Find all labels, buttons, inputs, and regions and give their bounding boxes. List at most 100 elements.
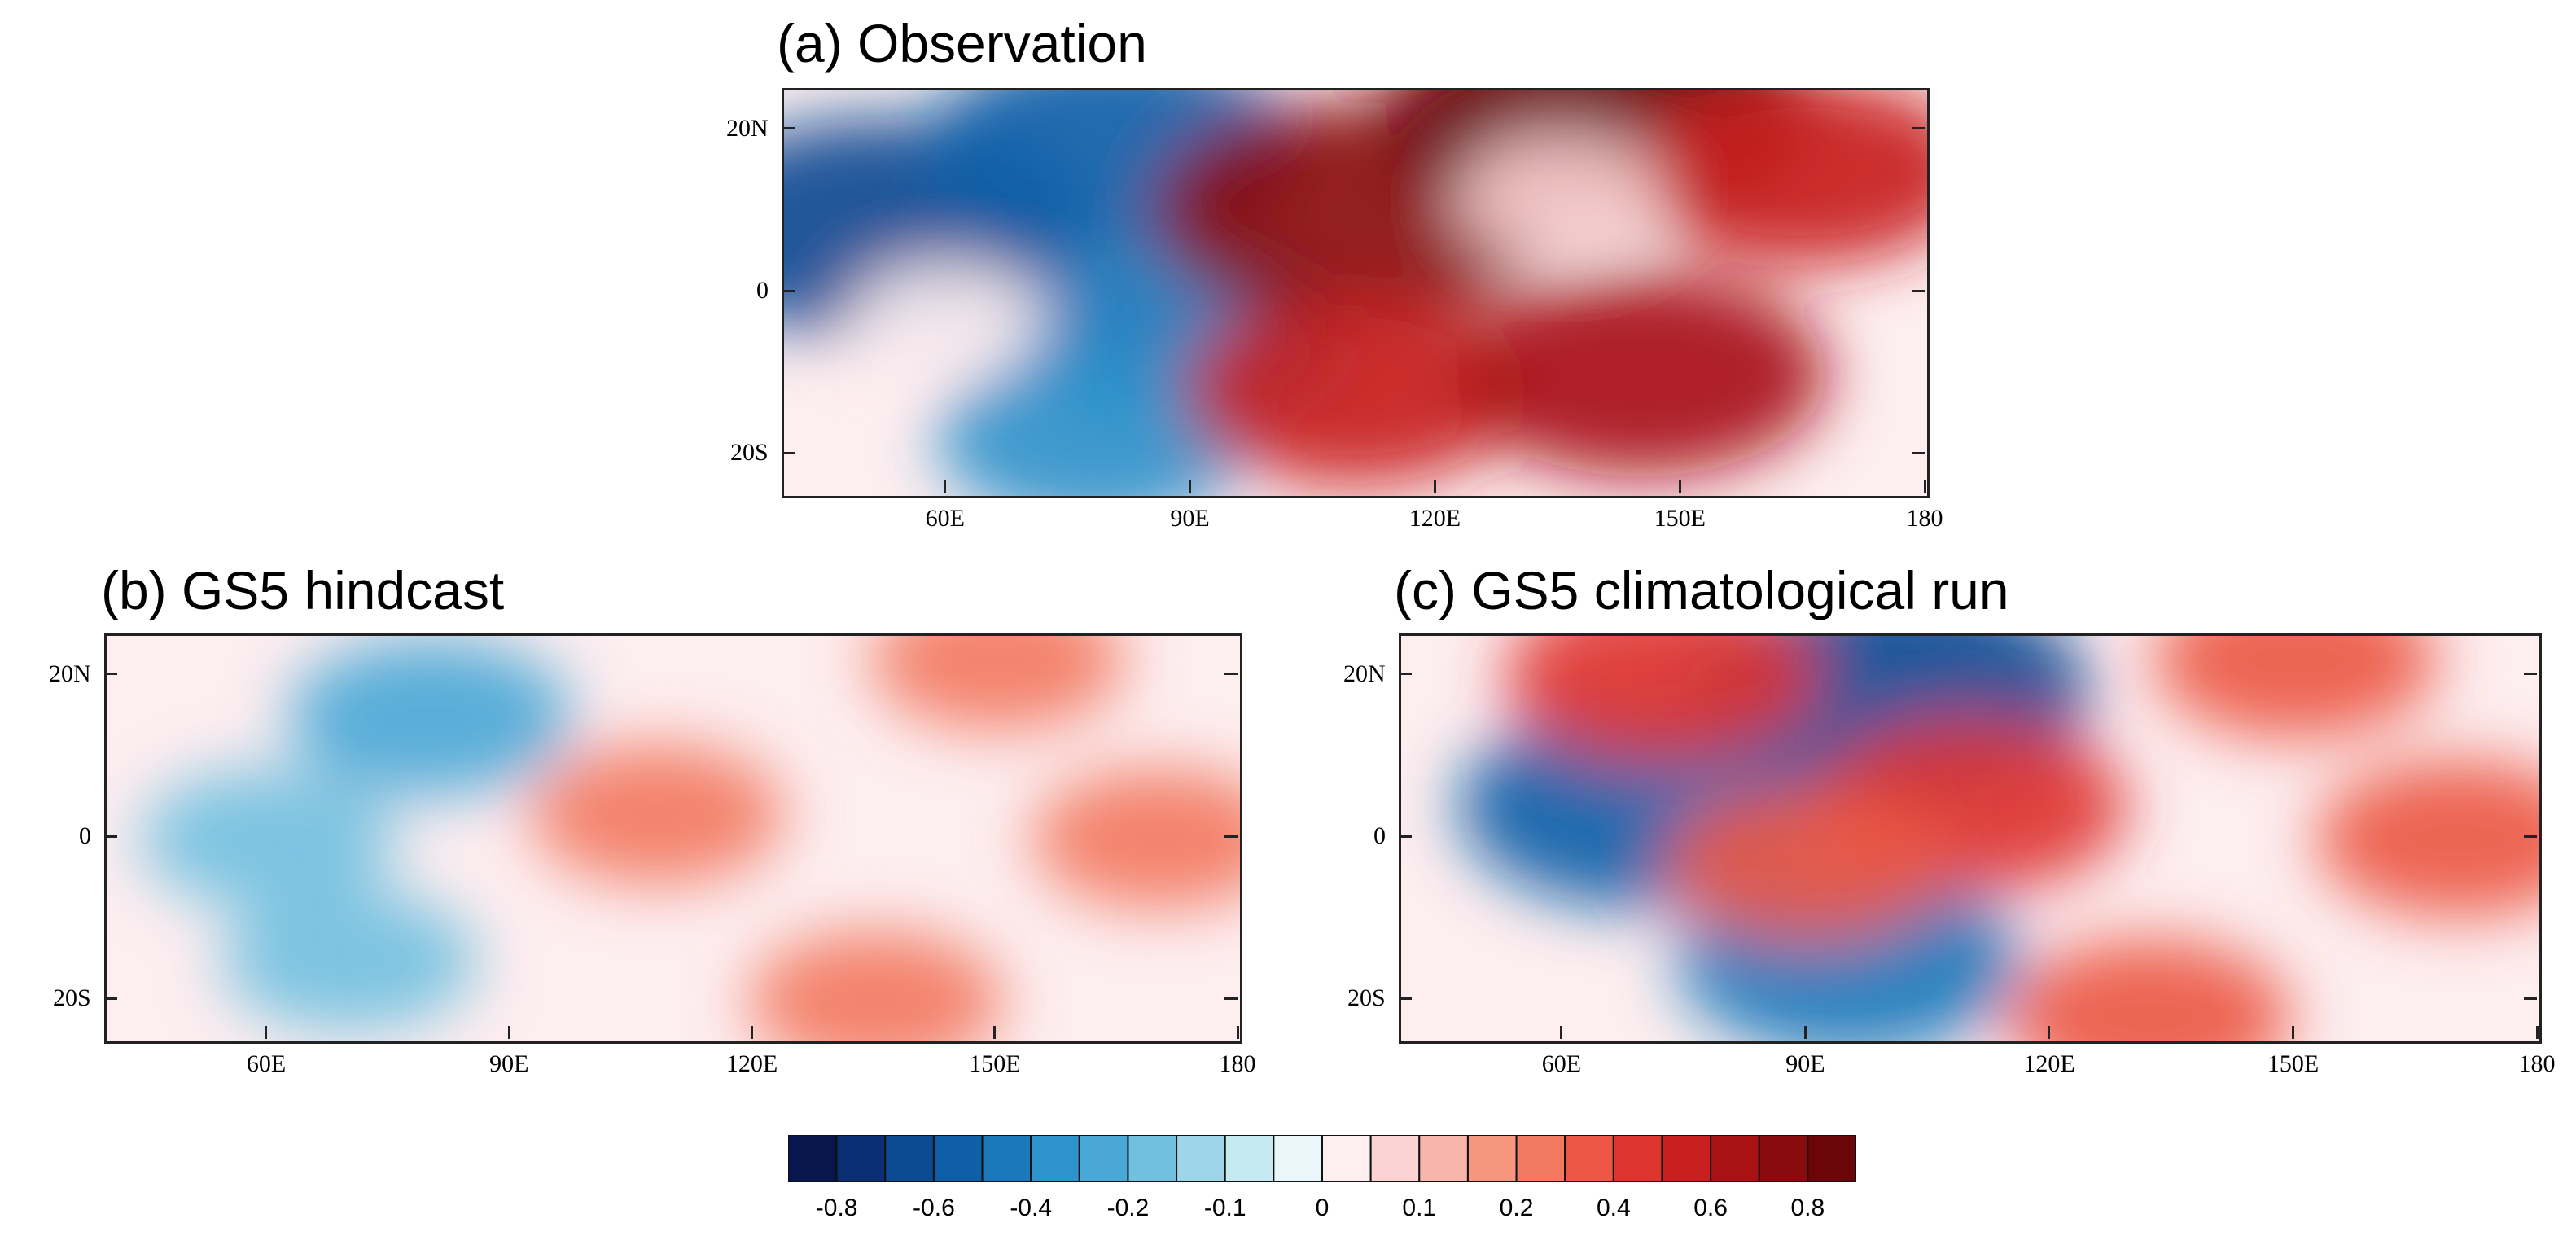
- anomaly-blob: [2316, 760, 2539, 917]
- y-tick: [1912, 127, 1925, 130]
- x-tick-label: 90E: [489, 1050, 529, 1077]
- colorbar-swatch: [1127, 1135, 1178, 1182]
- x-tick: [2535, 1026, 2539, 1039]
- anomaly-blob: [222, 890, 477, 1031]
- colorbar-swatch: [932, 1135, 984, 1182]
- x-tick: [993, 1026, 997, 1039]
- x-tick: [265, 1026, 268, 1039]
- x-tick: [1923, 480, 1926, 493]
- y-tick: [104, 673, 117, 676]
- x-tick-label: 180: [1906, 505, 1943, 532]
- x-tick: [750, 1026, 753, 1039]
- anomaly-blob: [1032, 769, 1240, 909]
- y-tick-label: 0: [1373, 822, 1386, 849]
- x-tick: [1236, 1026, 1239, 1039]
- colorbar-swatch: [1612, 1135, 1663, 1182]
- colorbar-label: 0.8: [1790, 1194, 1825, 1221]
- colorbar-swatch: [1710, 1135, 1760, 1182]
- x-tick-label: 150E: [969, 1050, 1021, 1077]
- colorbar-label: -0.2: [1106, 1194, 1150, 1221]
- anomaly-blob: [530, 744, 785, 884]
- y-tick: [1224, 673, 1238, 676]
- y-tick-label: 20N: [726, 114, 769, 142]
- panel-c-map: [1399, 633, 2542, 1044]
- colorbar-swatch: [1273, 1135, 1324, 1182]
- x-tick-label: 120E: [1408, 505, 1461, 532]
- x-tick-label: 60E: [1541, 1050, 1582, 1077]
- colorbar-swatch: [1758, 1135, 1809, 1182]
- anomaly-blob: [288, 638, 572, 796]
- y-tick: [1912, 451, 1925, 454]
- colorbar-swatch: [1176, 1135, 1226, 1182]
- colorbar-swatch: [981, 1135, 1032, 1182]
- colorbar-swatch: [1564, 1135, 1614, 1182]
- y-tick: [104, 997, 117, 1000]
- y-tick: [2524, 997, 2537, 1000]
- anomaly-blob: [1666, 785, 1950, 941]
- anomaly-blob: [1505, 636, 1818, 763]
- x-tick: [507, 1026, 510, 1039]
- panel-a-title: (a) Observation: [777, 13, 1147, 73]
- colorbar-label: 0.6: [1693, 1194, 1728, 1221]
- y-tick-label: 20N: [49, 660, 91, 687]
- colorbar-label: -0.6: [913, 1194, 955, 1221]
- y-tick: [782, 451, 795, 454]
- anomaly-blob: [1633, 90, 1927, 266]
- colorbar-swatch: [1418, 1135, 1469, 1182]
- x-tick-label: 150E: [2267, 1050, 2320, 1077]
- x-tick: [2048, 1026, 2051, 1039]
- colorbar-label: -0.8: [815, 1194, 858, 1221]
- colorbar-swatch: [1466, 1135, 1518, 1182]
- x-tick-label: 180: [1219, 1050, 1256, 1077]
- x-tick: [1678, 480, 1681, 493]
- anomaly-blob: [2007, 939, 2291, 1041]
- y-tick: [2524, 835, 2537, 838]
- x-tick: [1803, 1026, 1807, 1039]
- colorbar-swatch: [1321, 1135, 1372, 1182]
- panel-a-field: [784, 90, 1927, 496]
- colorbar-label: -0.1: [1203, 1194, 1246, 1221]
- colorbar-label: 0: [1315, 1194, 1330, 1221]
- colorbar-swatch: [835, 1135, 887, 1182]
- x-tick-label: 180: [2518, 1050, 2556, 1077]
- anomaly-blob: [141, 769, 396, 909]
- colorbar-swatch: [1078, 1135, 1129, 1182]
- colorbar-label: 0.1: [1402, 1194, 1437, 1221]
- colorbar-swatch: [1224, 1135, 1275, 1182]
- colorbar-label: -0.4: [1010, 1194, 1053, 1221]
- y-tick: [782, 289, 795, 292]
- anomaly-blob: [849, 263, 1045, 371]
- x-tick-label: 150E: [1654, 505, 1706, 532]
- y-tick: [1224, 835, 1238, 838]
- y-tick: [782, 127, 795, 130]
- colorbar: [788, 1135, 1856, 1182]
- y-tick: [1399, 673, 1412, 676]
- colorbar-label: 0.2: [1499, 1194, 1534, 1221]
- panel-b-field: [107, 636, 1240, 1041]
- anomaly-blob: [748, 931, 1003, 1041]
- anomaly-blob: [938, 353, 1251, 496]
- x-tick-label: 90E: [1785, 1050, 1825, 1077]
- y-tick-label: 20S: [730, 439, 769, 467]
- y-tick: [104, 835, 117, 838]
- y-tick-label: 0: [79, 822, 91, 849]
- x-tick-label: 120E: [725, 1050, 778, 1077]
- x-tick-label: 60E: [925, 505, 965, 532]
- panel-c-field: [1401, 636, 2539, 1041]
- colorbar-swatch: [1369, 1135, 1421, 1182]
- y-tick: [1399, 835, 1412, 838]
- colorbar-swatch: [788, 1135, 838, 1182]
- colorbar-swatch: [884, 1135, 935, 1182]
- anomaly-blob: [2153, 636, 2438, 739]
- colorbar-swatch: [1661, 1135, 1712, 1182]
- panel-c-title: (c) GS5 climatological run: [1394, 560, 2009, 620]
- y-tick: [2524, 673, 2537, 676]
- panel-b-title: (b) GS5 hindcast: [101, 560, 505, 620]
- y-tick: [1224, 997, 1238, 1000]
- y-tick-label: 20N: [1343, 660, 1386, 687]
- panel-a-map: [782, 88, 1930, 498]
- y-tick: [1399, 997, 1412, 1000]
- anomaly-blob: [1185, 296, 1527, 485]
- x-tick: [944, 480, 947, 493]
- y-tick: [1912, 289, 1925, 292]
